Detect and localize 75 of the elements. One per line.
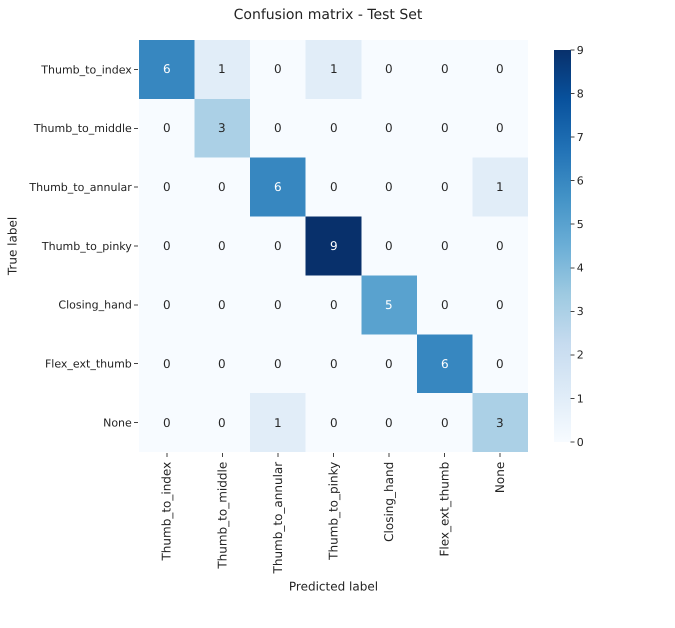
data-label: 0 — [496, 357, 504, 371]
y-tick-label: Thumb_to_annular — [28, 180, 132, 194]
color-bar-label: 0 — [576, 436, 584, 449]
color-bar-label: 2 — [576, 348, 584, 362]
color-bar-label: 3 — [576, 305, 584, 318]
data-label: 0 — [163, 239, 171, 253]
y-tick-label: Thumb_to_middle — [32, 122, 132, 136]
data-label: 0 — [218, 239, 226, 253]
data-label: 0 — [385, 180, 393, 194]
x-tick-label: Thumb_to_annular — [270, 462, 285, 574]
color-bar-label: 1 — [576, 392, 584, 406]
data-label: 0 — [385, 121, 393, 135]
data-label: 0 — [385, 62, 393, 76]
data-label: 5 — [385, 298, 393, 312]
data-label: 0 — [441, 121, 449, 135]
data-label: 0 — [218, 357, 226, 371]
y-tick-label: None — [103, 416, 132, 430]
data-label: 0 — [218, 180, 226, 194]
y-tick-label: Thumb_to_pinky — [40, 240, 132, 253]
color-bar-label: 4 — [576, 262, 584, 275]
data-label: 0 — [385, 357, 393, 371]
data-label: 1 — [218, 62, 226, 76]
y-tick-label: Flex_ext_thumb — [44, 358, 132, 371]
data-label: 1 — [330, 62, 338, 76]
chart-title: Confusion matrix - Test Set — [234, 7, 423, 24]
data-label: 0 — [385, 239, 393, 253]
data-label: 0 — [274, 357, 282, 371]
data-label: 1 — [274, 416, 282, 430]
color-bar-label: 6 — [576, 174, 584, 188]
data-label: 0 — [441, 239, 449, 253]
data-label: 3 — [218, 121, 226, 135]
x-tick-label: Thumb_to_pinky — [326, 462, 340, 561]
data-label: 0 — [441, 180, 449, 194]
data-label: 0 — [496, 239, 504, 253]
data-label: 0 — [330, 180, 338, 194]
x-axis-title: Predicted label — [288, 579, 378, 594]
data-label: 6 — [274, 180, 282, 194]
data-label: 0 — [330, 357, 338, 371]
data-label: 0 — [163, 357, 171, 371]
data-label: 0 — [441, 62, 449, 76]
data-label: 0 — [496, 298, 504, 312]
data-label: 0 — [163, 298, 171, 312]
data-label: 0 — [218, 416, 226, 430]
data-label: 0 — [163, 180, 171, 194]
x-tick-label: Flex_ext_thumb — [438, 462, 452, 557]
y-tick-label: Closing_hand — [58, 298, 132, 312]
data-label: 9 — [330, 239, 338, 253]
data-label: 0 — [163, 121, 171, 135]
data-label: 6 — [441, 357, 449, 371]
x-tick-label: None — [493, 462, 508, 494]
data-label: 0 — [385, 416, 393, 430]
data-label: 1 — [496, 180, 504, 194]
color-bar-label: 8 — [576, 87, 584, 100]
x-tick-label: Thumb_to_middle — [215, 462, 230, 570]
color-bar-label: 5 — [576, 218, 584, 232]
data-label: 3 — [496, 416, 504, 430]
data-label: 0 — [496, 62, 504, 76]
x-tick-label: Closing_hand — [382, 462, 396, 542]
data-label: 6 — [163, 62, 171, 76]
data-label: 0 — [274, 62, 282, 76]
y-tick-label: Thumb_to_index — [40, 63, 132, 76]
data-label: 0 — [496, 121, 504, 135]
color-bar-label: 7 — [576, 130, 584, 144]
data-label: 0 — [274, 239, 282, 253]
data-label: 0 — [330, 121, 338, 135]
data-label: 0 — [218, 298, 226, 312]
data-label: 0 — [330, 416, 338, 430]
data-label: 0 — [441, 416, 449, 430]
data-label: 0 — [330, 298, 338, 312]
data-label: 0 — [274, 298, 282, 312]
data-label: 0 — [163, 416, 171, 430]
data-label: 0 — [274, 121, 282, 135]
color-bar-label: 9 — [576, 44, 584, 57]
data-label: 0 — [441, 298, 449, 312]
y-axis-title: True label — [6, 216, 20, 276]
